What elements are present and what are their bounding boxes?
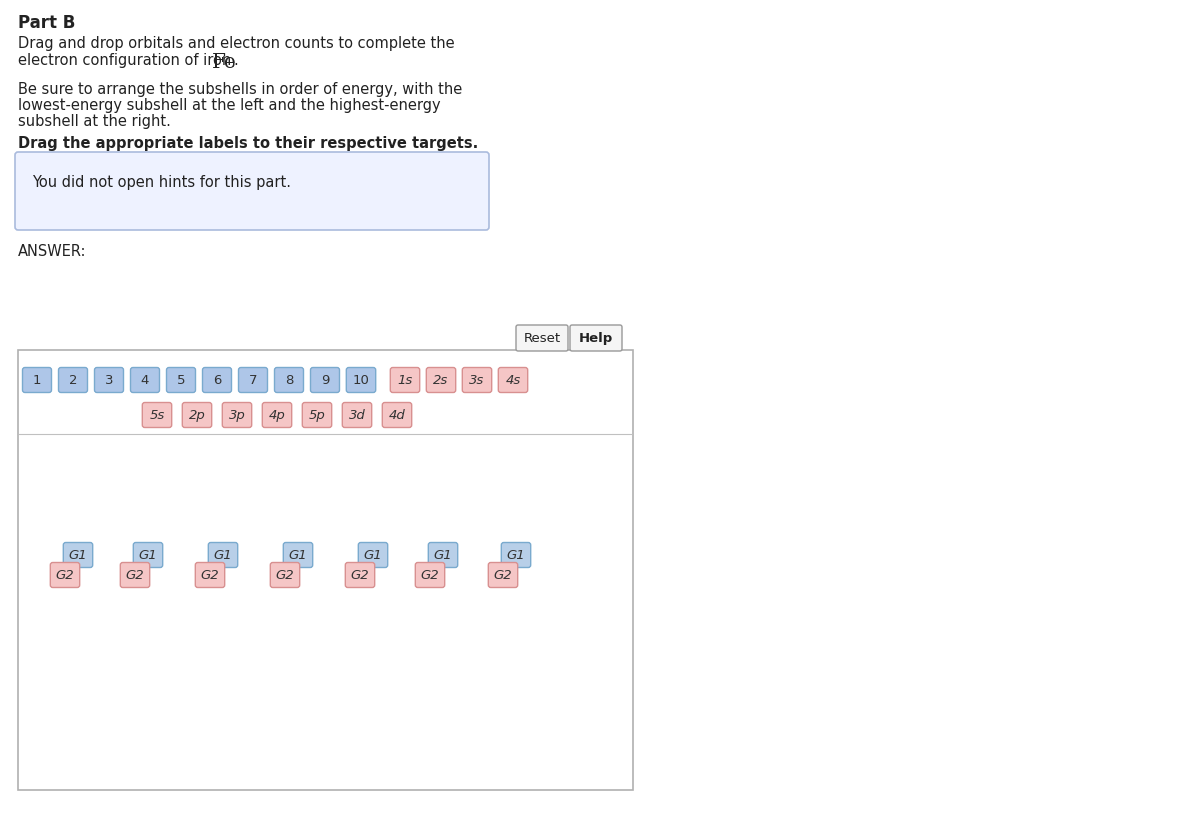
- FancyBboxPatch shape: [203, 368, 232, 392]
- FancyBboxPatch shape: [428, 543, 457, 567]
- FancyBboxPatch shape: [311, 368, 340, 392]
- Text: Reset: Reset: [523, 332, 560, 345]
- Text: G2: G2: [126, 568, 144, 581]
- Text: 2s: 2s: [433, 374, 449, 387]
- Text: G2: G2: [421, 568, 439, 581]
- Text: Help: Help: [578, 332, 613, 345]
- FancyBboxPatch shape: [342, 402, 372, 428]
- FancyBboxPatch shape: [23, 368, 52, 392]
- Text: Drag and drop orbitals and electron counts to complete the: Drag and drop orbitals and electron coun…: [18, 36, 455, 51]
- FancyBboxPatch shape: [283, 543, 313, 567]
- FancyBboxPatch shape: [488, 562, 517, 588]
- Text: G1: G1: [433, 548, 452, 562]
- FancyBboxPatch shape: [64, 543, 92, 567]
- FancyBboxPatch shape: [59, 368, 88, 392]
- Text: 4p: 4p: [269, 409, 286, 421]
- Text: 2p: 2p: [188, 409, 205, 421]
- FancyBboxPatch shape: [196, 562, 224, 588]
- FancyBboxPatch shape: [270, 562, 300, 588]
- Text: You did not open hints for this part.: You did not open hints for this part.: [32, 175, 292, 190]
- Text: 9: 9: [320, 374, 329, 387]
- Text: G1: G1: [364, 548, 383, 562]
- FancyBboxPatch shape: [133, 543, 163, 567]
- Text: G2: G2: [493, 568, 512, 581]
- Text: Part B: Part B: [18, 14, 76, 32]
- Text: 4: 4: [140, 374, 149, 387]
- FancyBboxPatch shape: [222, 402, 252, 428]
- Text: 3s: 3s: [469, 374, 485, 387]
- Text: G2: G2: [200, 568, 220, 581]
- Text: G2: G2: [55, 568, 74, 581]
- FancyBboxPatch shape: [346, 562, 374, 588]
- Text: Drag the appropriate labels to their respective targets.: Drag the appropriate labels to their res…: [18, 136, 479, 151]
- Text: subshell at the right.: subshell at the right.: [18, 114, 170, 129]
- FancyBboxPatch shape: [120, 562, 150, 588]
- Text: 3d: 3d: [349, 409, 365, 421]
- FancyBboxPatch shape: [50, 562, 79, 588]
- FancyBboxPatch shape: [426, 368, 456, 392]
- FancyBboxPatch shape: [359, 543, 388, 567]
- FancyBboxPatch shape: [383, 402, 412, 428]
- FancyBboxPatch shape: [182, 402, 211, 428]
- Text: 2: 2: [68, 374, 77, 387]
- FancyBboxPatch shape: [263, 402, 292, 428]
- FancyBboxPatch shape: [95, 368, 124, 392]
- Text: 3: 3: [104, 374, 113, 387]
- Text: 1s: 1s: [397, 374, 413, 387]
- FancyBboxPatch shape: [167, 368, 196, 392]
- FancyBboxPatch shape: [18, 350, 634, 790]
- FancyBboxPatch shape: [275, 368, 304, 392]
- FancyBboxPatch shape: [390, 368, 420, 392]
- Text: lowest-energy subshell at the left and the highest-energy: lowest-energy subshell at the left and t…: [18, 98, 440, 113]
- Text: G1: G1: [289, 548, 307, 562]
- Text: 3p: 3p: [229, 409, 245, 421]
- Text: 8: 8: [284, 374, 293, 387]
- FancyBboxPatch shape: [239, 368, 268, 392]
- FancyBboxPatch shape: [209, 543, 238, 567]
- Text: 5p: 5p: [308, 409, 325, 421]
- FancyBboxPatch shape: [415, 562, 445, 588]
- Text: 5s: 5s: [149, 409, 164, 421]
- FancyBboxPatch shape: [131, 368, 160, 392]
- Text: .: .: [234, 53, 239, 68]
- FancyBboxPatch shape: [462, 368, 492, 392]
- Text: ANSWER:: ANSWER:: [18, 244, 86, 259]
- Text: Be sure to arrange the subshells in order of energy, with the: Be sure to arrange the subshells in orde…: [18, 82, 462, 97]
- FancyBboxPatch shape: [14, 152, 490, 230]
- Text: 1: 1: [32, 374, 41, 387]
- Text: Fe: Fe: [211, 53, 236, 72]
- Text: G1: G1: [68, 548, 88, 562]
- Text: 4d: 4d: [389, 409, 406, 421]
- Text: 5: 5: [176, 374, 185, 387]
- FancyBboxPatch shape: [302, 402, 331, 428]
- FancyBboxPatch shape: [498, 368, 528, 392]
- FancyBboxPatch shape: [143, 402, 172, 428]
- FancyBboxPatch shape: [516, 325, 568, 351]
- FancyBboxPatch shape: [570, 325, 622, 351]
- Text: G1: G1: [214, 548, 233, 562]
- Text: 4s: 4s: [505, 374, 521, 387]
- Text: 10: 10: [353, 374, 370, 387]
- Text: G1: G1: [506, 548, 526, 562]
- Text: G1: G1: [139, 548, 157, 562]
- Text: 6: 6: [212, 374, 221, 387]
- Text: electron configuration of iron,: electron configuration of iron,: [18, 53, 240, 68]
- Text: G2: G2: [276, 568, 294, 581]
- FancyBboxPatch shape: [347, 368, 376, 392]
- Text: G2: G2: [350, 568, 370, 581]
- Text: 7: 7: [248, 374, 257, 387]
- FancyBboxPatch shape: [502, 543, 530, 567]
